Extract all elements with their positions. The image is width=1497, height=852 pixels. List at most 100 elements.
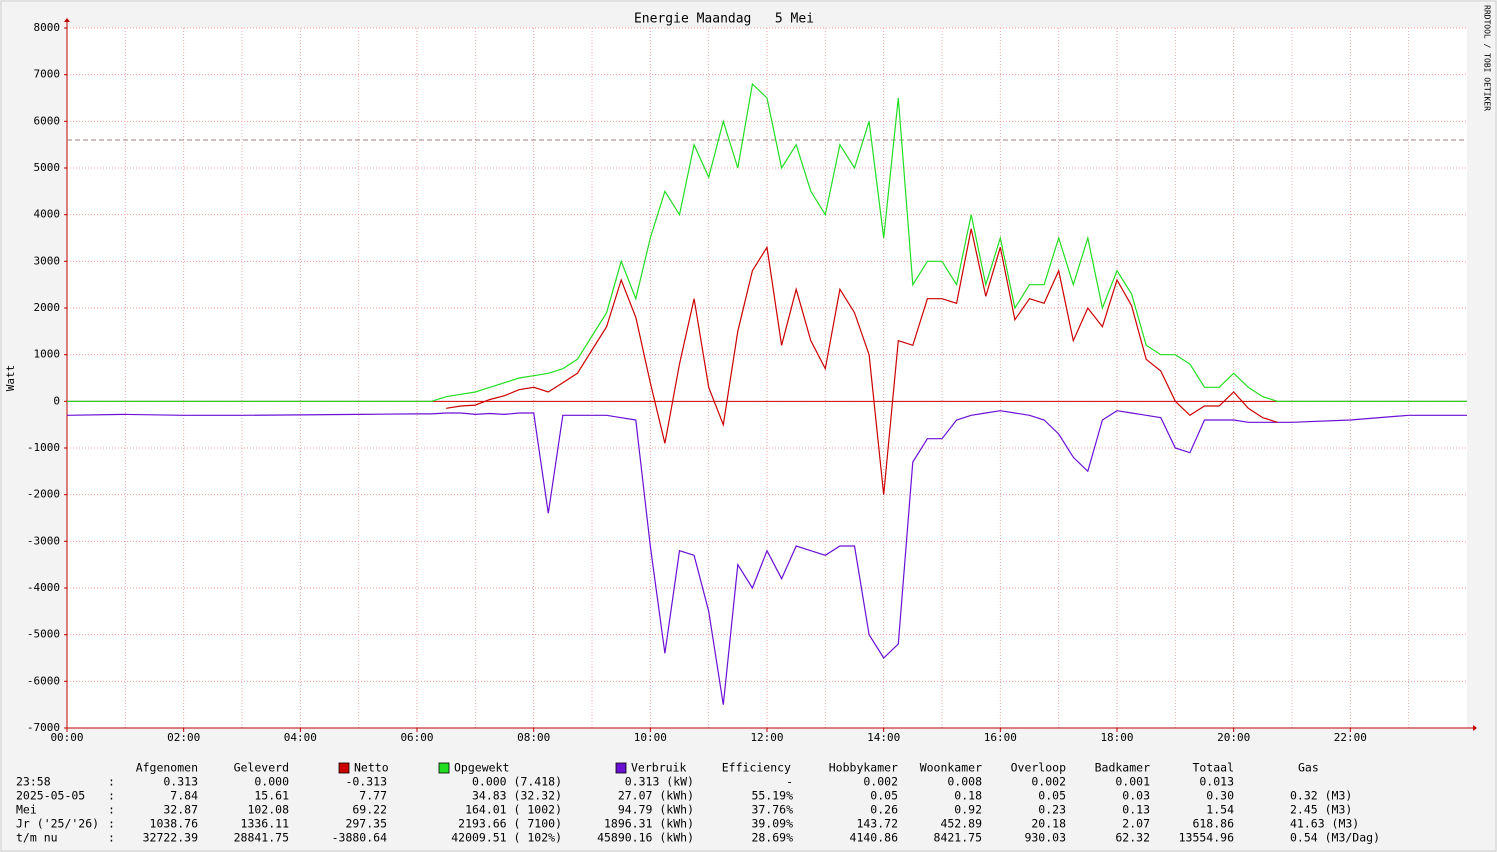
- y-tick-label: 6000: [34, 114, 61, 127]
- y-tick-label: -1000: [27, 441, 60, 454]
- y-tick-label: 5000: [34, 161, 61, 174]
- table-cell: 0.03: [1122, 789, 1150, 803]
- table-cell: 0.313 (kW): [625, 775, 694, 789]
- x-tick-label: 04:00: [284, 731, 317, 744]
- y-tick-label: -6000: [27, 674, 60, 687]
- table-cell: 0.000 (7.418): [472, 775, 562, 789]
- table-cell: 4140.86: [850, 831, 899, 845]
- table-cell: 0.313: [163, 775, 198, 789]
- table-cell: 0.05: [870, 789, 898, 803]
- table-cell: 37.76%: [751, 803, 793, 817]
- table-cell: 2193.66 ( 7100): [458, 817, 562, 831]
- table-cell: 42009.51 ( 102%): [451, 831, 562, 845]
- y-tick-label: -5000: [27, 628, 60, 641]
- y-tick-label: 7000: [34, 68, 61, 81]
- table-cell: 15.61: [254, 789, 289, 803]
- x-tick-label: 12:00: [750, 731, 783, 744]
- table-cell: 20.18: [1031, 817, 1066, 831]
- table-cell: 1336.11: [241, 817, 290, 831]
- legend-label: Opgewekt: [454, 761, 509, 775]
- y-tick-label: 8000: [34, 21, 61, 34]
- table-cell: 32.87: [163, 803, 198, 817]
- table-cell: 45890.16 (kWh): [597, 831, 694, 845]
- table-cell: 618.86: [1192, 817, 1234, 831]
- column-header: Overloop: [1011, 761, 1066, 775]
- table-cell: 13554.96: [1179, 831, 1234, 845]
- table-cell: 102.08: [247, 803, 289, 817]
- table-cell: 7.84: [170, 789, 198, 803]
- table-cell: 0.23: [1038, 803, 1066, 817]
- x-axis-arrow: [1473, 725, 1477, 731]
- table-cell: 0.001: [1115, 775, 1150, 789]
- plot-area: [67, 28, 1467, 728]
- column-header: Geleverd: [234, 761, 289, 775]
- y-tick-label: -4000: [27, 581, 60, 594]
- table-cell: 7.77: [359, 789, 387, 803]
- row-separator: :: [108, 789, 115, 803]
- x-tick-label: 14:00: [867, 731, 900, 744]
- table-cell: 69.22: [352, 803, 387, 817]
- row-label: Jr ('25/'26): [16, 817, 99, 831]
- table-cell: 0.54 (M3/Dag): [1290, 831, 1380, 845]
- table-cell: 2.07: [1122, 817, 1150, 831]
- table-cell: 0.18: [954, 789, 982, 803]
- row-separator: :: [108, 831, 115, 845]
- legend-label: Netto: [354, 761, 389, 775]
- y-axis-label: Watt: [4, 365, 17, 392]
- series-line: [66, 410, 1467, 705]
- y-axis-arrow: [64, 18, 70, 22]
- column-header: Woonkamer: [920, 761, 982, 775]
- table-cell: 0.002: [863, 775, 898, 789]
- table-cell: 143.72: [856, 817, 898, 831]
- column-header: Totaal: [1192, 761, 1234, 775]
- table-cell: 0.000: [254, 775, 289, 789]
- table-cell: 0.30: [1206, 789, 1234, 803]
- table-cell: 0.32 (M3): [1290, 789, 1352, 803]
- chart-title: Energie Maandag 5 Mei: [634, 12, 814, 27]
- x-tick-label: 22:00: [1334, 731, 1367, 744]
- table-cell: 1038.76: [150, 817, 199, 831]
- row-label: t/m nu: [16, 831, 58, 845]
- row-separator: :: [108, 817, 115, 831]
- y-tick-label: -3000: [27, 534, 60, 547]
- x-tick-label: 06:00: [400, 731, 433, 744]
- row-separator: :: [108, 803, 115, 817]
- row-separator: :: [108, 775, 115, 789]
- table-cell: 27.07 (kWh): [618, 789, 694, 803]
- table-cell: 0.13: [1122, 803, 1150, 817]
- table-cell: 0.002: [1031, 775, 1066, 789]
- table-cell: 164.01 ( 1002): [465, 803, 562, 817]
- table-cell: 28841.75: [234, 831, 289, 845]
- table-cell: 39.09%: [751, 817, 793, 831]
- table-cell: 297.35: [345, 817, 387, 831]
- table-cell: -: [786, 775, 793, 789]
- table-cell: 55.19%: [751, 789, 793, 803]
- table-cell: 28.69%: [751, 831, 793, 845]
- column-header: Gas: [1298, 761, 1319, 775]
- series-line: [67, 82, 1467, 402]
- x-tick-label: 08:00: [517, 731, 550, 744]
- legend-label: Verbruik: [631, 761, 686, 775]
- y-tick-label: 0: [53, 394, 60, 407]
- table-cell: 930.03: [1024, 831, 1066, 845]
- x-tick-label: 10:00: [634, 731, 667, 744]
- table-cell: 41.63 (M3): [1290, 817, 1359, 831]
- table-cell: 94.79 (kWh): [618, 803, 694, 817]
- column-header: Hobbykamer: [829, 761, 898, 775]
- x-tick-label: 00:00: [50, 731, 83, 744]
- y-tick-label: -7000: [27, 721, 60, 734]
- legend-swatch: [438, 762, 450, 774]
- y-tick-label: 4000: [34, 208, 61, 221]
- x-tick-label: 02:00: [167, 731, 200, 744]
- column-header: Efficiency: [722, 761, 791, 775]
- table-cell: 1.54: [1206, 803, 1234, 817]
- table-cell: 2.45 (M3): [1290, 803, 1352, 817]
- y-tick-label: 3000: [34, 254, 61, 267]
- legend-swatch: [615, 762, 627, 774]
- y-tick-label: 1000: [34, 348, 61, 361]
- column-header: Afgenomen: [136, 761, 198, 775]
- table-cell: 32722.39: [143, 831, 198, 845]
- x-tick-label: 16:00: [984, 731, 1017, 744]
- table-cell: 0.008: [947, 775, 982, 789]
- table-cell: -0.313: [345, 775, 387, 789]
